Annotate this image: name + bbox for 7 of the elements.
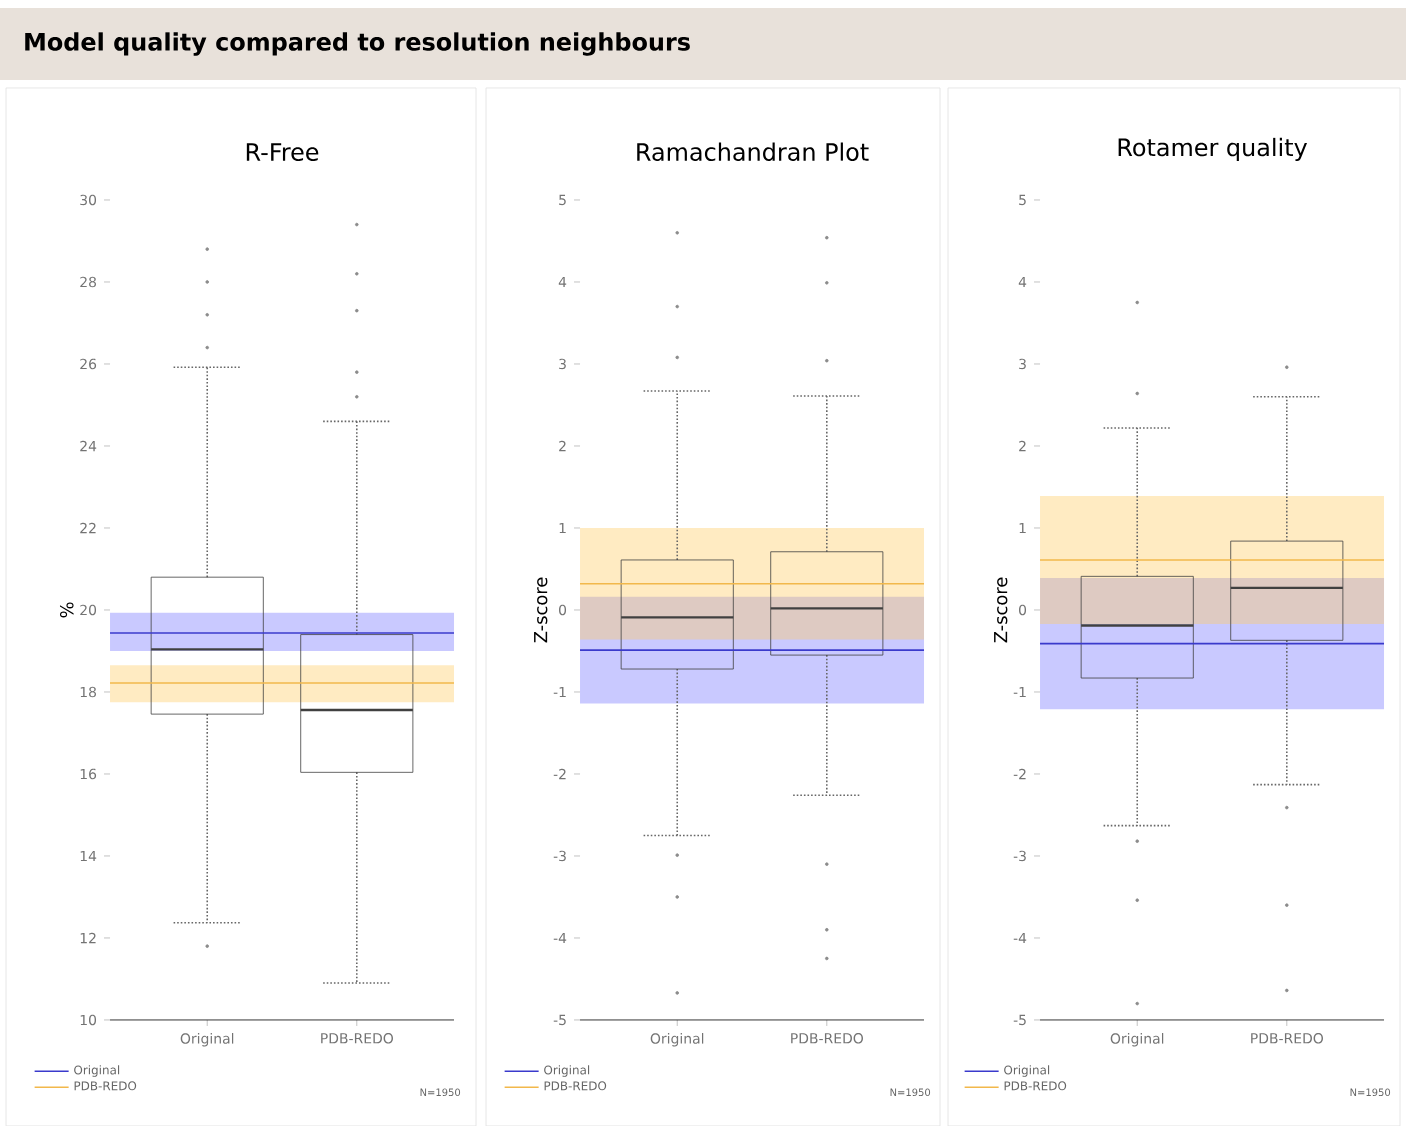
y-axis-title: % [59,602,74,618]
text: Model quality compared to resolution neighbours [25,32,690,56]
y-axis-title: Z-score [994,577,1008,643]
chart-title: Rotamer quality [1118,137,1308,161]
chart-title: Ramachandran Plot [637,142,869,161]
y-axis-title: Z-score [534,577,548,643]
chart-title: R-Free [246,143,319,161]
